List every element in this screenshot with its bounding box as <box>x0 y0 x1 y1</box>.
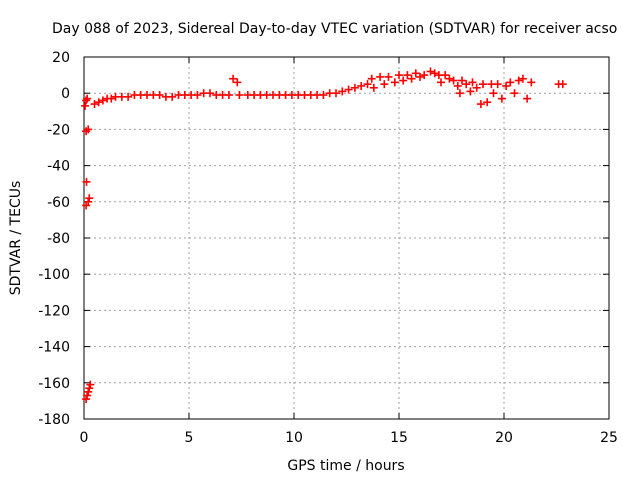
data-point <box>193 91 202 100</box>
data-point <box>344 85 353 94</box>
data-point <box>462 80 471 89</box>
y-tick-label: -120 <box>38 303 70 319</box>
y-tick-label: -80 <box>47 231 70 247</box>
data-point <box>514 76 523 85</box>
y-tick-label: -20 <box>47 122 70 138</box>
x-tick-label: 25 <box>600 430 618 446</box>
data-point <box>107 94 116 103</box>
data-point <box>357 81 366 90</box>
data-point <box>94 98 103 107</box>
y-tick-label: 20 <box>52 50 70 66</box>
data-point <box>476 100 485 109</box>
data-point <box>82 177 91 186</box>
data-point <box>83 94 92 103</box>
data-point <box>479 80 487 89</box>
x-tick-label: 10 <box>285 430 303 446</box>
y-tick-label: -180 <box>38 412 70 428</box>
data-point <box>235 91 244 100</box>
data-point <box>81 101 90 110</box>
data-point <box>493 80 502 89</box>
data-point <box>82 395 91 404</box>
data-point <box>224 91 233 100</box>
tick-layer: 20 0 -20 -40 -60 -80 -100 -120 -140 -160 -180 0 5 10 1… <box>38 50 618 446</box>
chart-title: Day 088 of 2023, Sidereal Day-to-day VTE… <box>52 21 617 37</box>
data-point <box>332 89 340 98</box>
data-point <box>367 74 376 83</box>
data-point <box>420 71 429 80</box>
data-point <box>206 89 214 98</box>
data-point <box>369 83 378 92</box>
data-point <box>523 94 532 103</box>
data-point <box>98 96 107 105</box>
data-point <box>390 78 399 87</box>
data-point <box>168 92 177 101</box>
data-point <box>437 78 445 87</box>
data-point <box>441 71 450 80</box>
data-point <box>82 96 91 105</box>
data-point <box>350 83 359 92</box>
y-axis-label: SDTVAR / TECUs <box>8 181 24 296</box>
data-point <box>483 98 492 107</box>
data-point <box>458 76 466 85</box>
data-point <box>455 89 464 98</box>
data-point <box>155 91 164 100</box>
y-tick-label: -100 <box>38 267 70 283</box>
data-point <box>83 391 92 400</box>
data-point <box>416 72 424 81</box>
grid-layer <box>83 56 610 420</box>
data-point <box>466 87 475 96</box>
data-point <box>384 72 393 81</box>
y-tick-label: -60 <box>47 195 70 211</box>
data-point <box>233 78 242 87</box>
data-point <box>84 387 93 396</box>
y-tick-label: -140 <box>38 340 70 356</box>
data-point <box>453 81 462 90</box>
data-point <box>430 69 439 78</box>
data-point <box>376 72 385 81</box>
data-point <box>527 78 536 87</box>
data-point <box>445 74 454 83</box>
data-point <box>449 76 458 85</box>
data-point <box>472 83 481 92</box>
data-point <box>380 80 389 89</box>
data-point <box>506 78 515 87</box>
y-tick-label: -160 <box>38 376 70 392</box>
data-point <box>558 80 567 89</box>
data-point <box>403 71 412 80</box>
data-point <box>502 81 511 90</box>
x-tick-label: 5 <box>185 430 194 446</box>
data-point <box>86 380 95 389</box>
data-point <box>497 94 506 103</box>
x-tick-label: 0 <box>80 430 89 446</box>
y-tick-label: 0 <box>61 86 70 102</box>
data-point <box>84 197 93 206</box>
data-point <box>426 67 435 76</box>
data-point <box>85 194 94 203</box>
data-point <box>518 74 527 83</box>
data-point <box>84 125 93 134</box>
data-point <box>363 80 372 89</box>
data-point <box>319 91 328 100</box>
x-tick-label: 15 <box>390 430 408 446</box>
data-point <box>411 69 420 78</box>
data-point <box>468 78 477 87</box>
x-tick-label: 20 <box>495 430 513 446</box>
data-point <box>90 100 99 109</box>
data-point <box>510 89 519 98</box>
data-layer <box>81 67 567 404</box>
data-point <box>395 71 403 80</box>
data-point <box>338 87 347 96</box>
data-point <box>399 76 408 85</box>
y-tick-label: -40 <box>47 159 70 175</box>
data-point <box>489 89 498 98</box>
x-axis-label: GPS time / hours <box>287 458 404 474</box>
data-point <box>85 384 94 393</box>
data-point <box>124 92 133 101</box>
data-point <box>229 74 238 83</box>
data-point <box>407 74 416 83</box>
